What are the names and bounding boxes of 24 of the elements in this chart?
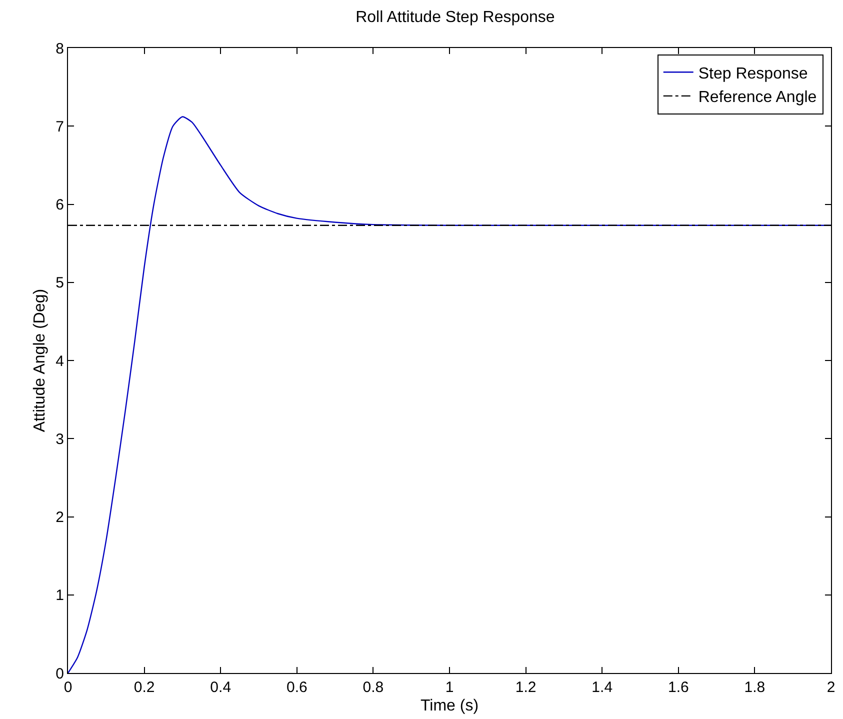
- y-tick-label: 5: [56, 274, 64, 292]
- y-tick-label: 3: [56, 430, 64, 448]
- x-tick-label: 0.4: [210, 679, 232, 696]
- x-tick-label: 1.6: [668, 679, 689, 696]
- x-tick-label: 1: [445, 679, 454, 696]
- y-tick-label: 1: [56, 587, 64, 604]
- x-tick-label: 1.4: [592, 679, 613, 696]
- legend-label: Step Response: [698, 65, 808, 82]
- y-tick-label: 4: [56, 352, 64, 370]
- legend-label: Reference Angle: [698, 89, 817, 106]
- x-tick-label: 0.2: [134, 679, 155, 696]
- y-tick-label: 6: [56, 196, 64, 214]
- y-tick-label: 8: [56, 40, 64, 58]
- x-tick-label: 1.8: [744, 679, 766, 696]
- x-tick-label: 2: [826, 679, 836, 696]
- y-tick-label: 2: [56, 509, 64, 526]
- y-tick-label: 0: [56, 665, 64, 682]
- x-axis-title: Time (s): [420, 698, 479, 715]
- chart-title: Roll Attitude Step Response: [356, 8, 555, 26]
- x-tick-label: 1.2: [515, 679, 536, 696]
- y-axis-title: Attitude Angle (Deg): [32, 288, 49, 432]
- x-tick-label: 0.8: [362, 679, 384, 696]
- y-tick-label: 7: [56, 118, 64, 136]
- x-tick-label: 0.6: [286, 679, 308, 696]
